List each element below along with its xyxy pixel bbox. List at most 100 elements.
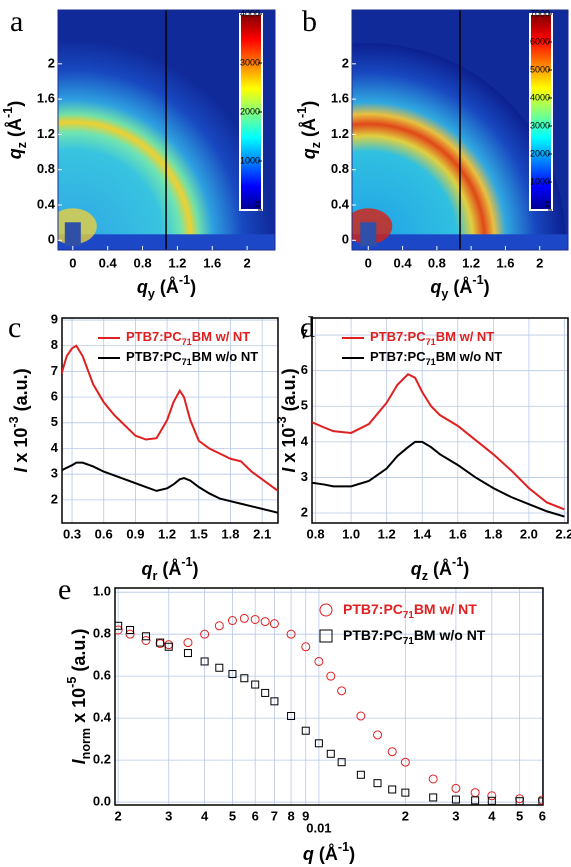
x-tick-label: 9 — [302, 808, 309, 823]
plot-frame — [114, 587, 544, 806]
x-axis-label: q (Å-1) — [303, 840, 355, 863]
data-point — [214, 621, 224, 631]
x-tick-label: 4 — [201, 808, 209, 823]
legend-label-part: BM w/o NT — [414, 627, 486, 643]
data-point — [326, 671, 336, 681]
colorbar-tick-label: 1000 — [530, 176, 550, 186]
x-axis-label: qz (Å-1) — [411, 555, 470, 583]
x-tick-label: 2.2 — [555, 526, 571, 541]
x-axis-label: qy (Å-1) — [430, 273, 489, 301]
colorbar-tick-label: 6000 — [530, 36, 550, 46]
data-point — [388, 785, 397, 794]
x-tick-label: 2 — [243, 255, 250, 270]
legend-label: PTB7:PC71BM w/ NT — [370, 329, 494, 347]
data-point — [429, 793, 438, 802]
colorbar-tick-label: 2000 — [240, 106, 260, 116]
colorbar-tick-label: 0 — [255, 199, 260, 209]
data-point — [487, 796, 496, 805]
x-axis-label-part: -1 — [338, 840, 349, 854]
data-point — [269, 619, 279, 629]
data-point — [373, 779, 382, 788]
legend-label-part: PTB7:PC — [370, 349, 426, 364]
data-point — [515, 797, 524, 805]
x-axis-label: qy (Å-1) — [137, 273, 196, 301]
legend-label-part: PTB7:PC — [343, 601, 403, 617]
y-axis-label-part: (a.u.) — [69, 629, 89, 677]
y-axis-label-part: ) — [5, 101, 25, 107]
beam-stop — [64, 222, 81, 247]
y-tick-label: 7 — [51, 363, 58, 378]
y-tick-label: 4 — [51, 440, 59, 455]
y-tick-label: 0.8 — [331, 161, 349, 176]
y-axis-label-part: x 10 — [11, 428, 31, 468]
legend-label: PTB7:PC71BM w/ NT — [343, 601, 477, 621]
x-tick-label: 0.4 — [394, 255, 413, 270]
y-tick-label: 1.2 — [37, 126, 55, 141]
legend-swatch — [319, 629, 333, 643]
x-axis-label-part: q — [303, 844, 314, 864]
beam-stop — [360, 222, 377, 247]
y-axis-label-part: x 10 — [279, 428, 299, 468]
y-axis-label-part: q — [5, 148, 25, 159]
colorbar-tick-label: 7000 — [530, 8, 550, 18]
diffraction-ring — [352, 43, 566, 250]
x-axis-label-part: (Å — [155, 277, 179, 297]
data-point — [183, 649, 192, 658]
x-tick-label: 8 — [287, 808, 294, 823]
x-tick-label: 0.4 — [99, 255, 118, 270]
y-axis-label-part: -1 — [295, 107, 309, 118]
y-axis-label-part: I — [69, 758, 89, 764]
x-tick-label: 0.9 — [126, 526, 144, 541]
y-axis-label-part: (Å — [299, 118, 319, 142]
y-axis-label: I x 10-3 (a.u.) — [7, 368, 30, 472]
legend-label-part: 71 — [182, 357, 192, 367]
data-point — [250, 614, 260, 624]
y-axis-label-part: ) — [299, 101, 319, 107]
x-tick-label: 4 — [488, 808, 496, 823]
data-point — [373, 730, 383, 740]
y-tick-label: 0.4 — [93, 710, 112, 725]
scattering-image — [58, 10, 275, 250]
x-axis-label: qr (Å-1) — [141, 555, 198, 583]
data-point — [337, 758, 346, 767]
series-line — [312, 373, 565, 511]
series-line — [62, 344, 278, 492]
panel-letter: c — [8, 311, 21, 344]
y-tick-label: 1.2 — [331, 126, 349, 141]
data-point — [141, 632, 150, 641]
data-point — [451, 795, 460, 804]
plot-area — [312, 373, 565, 518]
data-point — [301, 642, 311, 652]
data-point — [183, 638, 193, 648]
data-point — [228, 670, 237, 679]
legend-label-part: BM w/o NT — [192, 349, 258, 364]
y-tick-label: 3 — [301, 469, 308, 484]
plot-area — [62, 344, 278, 514]
x-axis-label-part: (Å — [428, 559, 452, 579]
y-tick-label: 4 — [301, 433, 309, 448]
y-axis-label-part: z — [309, 142, 323, 148]
x-tick-label: 1.8 — [484, 526, 502, 541]
colorbar-tick-label: 0 — [545, 199, 550, 209]
x-tick-label: 0.8 — [307, 526, 325, 541]
x-axis-label-part: -1 — [181, 555, 192, 569]
y-tick-label: 0.0 — [93, 793, 111, 808]
x-axis-label-part: (Å — [314, 844, 338, 864]
data-point — [487, 791, 497, 801]
data-point — [260, 617, 270, 627]
data-point — [538, 797, 543, 805]
data-point — [287, 712, 296, 721]
x-axis-label-part: ) — [484, 277, 490, 297]
colorbar-tick-label: 3000 — [530, 120, 550, 130]
y-tick-label: 6 — [51, 389, 58, 404]
y-tick-label: 0.2 — [93, 752, 111, 767]
y-tick-label: 6 — [301, 362, 308, 377]
legend-label-part: PTB7:PC — [126, 329, 182, 344]
legend-label-part: 71 — [403, 636, 414, 647]
x-tick-label: 1.2 — [158, 526, 176, 541]
data-point — [125, 629, 135, 639]
y-tick-label: 1.6 — [37, 91, 55, 106]
x-tick-label: 6 — [252, 808, 259, 823]
data-point — [356, 711, 366, 721]
x-tick-label: 2 — [536, 255, 543, 270]
